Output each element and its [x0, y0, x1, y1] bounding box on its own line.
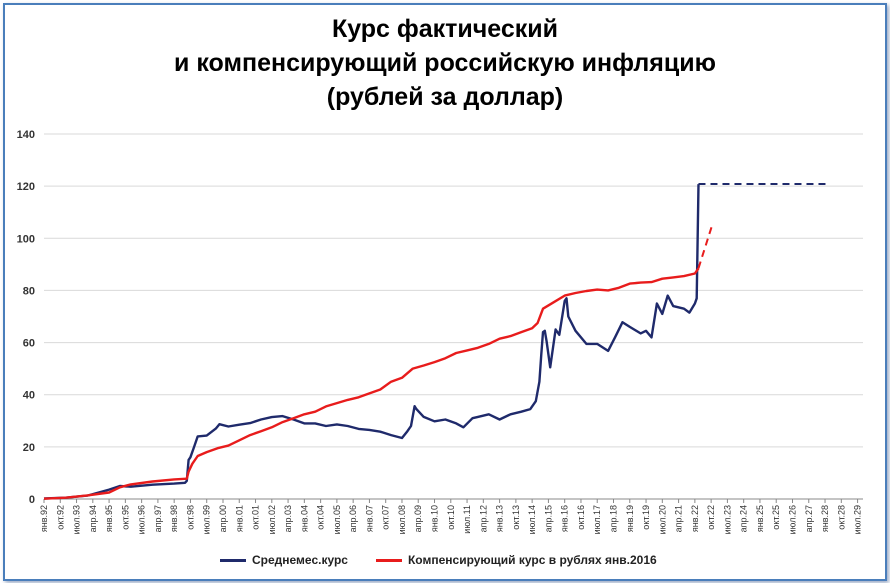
- x-tick-label: окт.98: [185, 505, 195, 530]
- x-tick-label: окт.92: [55, 505, 65, 530]
- x-tick-label: июл.29: [853, 505, 863, 534]
- x-tick-label: окт.16: [576, 505, 586, 530]
- legend-label-actual: Среднемес.курс: [252, 553, 348, 567]
- x-tick-label: апр.18: [609, 505, 619, 532]
- y-tick-label-100: 100: [17, 233, 35, 245]
- x-tick-label: янв.98: [169, 505, 179, 532]
- y-tick-label-0: 0: [29, 494, 35, 506]
- y-tick-label-20: 20: [23, 442, 35, 454]
- x-tick-label: янв.19: [625, 505, 635, 532]
- x-tick-label: янв.25: [755, 505, 765, 532]
- x-tick-label: окт.25: [771, 505, 781, 530]
- x-tick-label: янв.07: [364, 505, 374, 532]
- x-tick-label: июл.26: [787, 505, 797, 534]
- x-tick-label: янв.22: [690, 505, 700, 532]
- y-axis: 0 20 40 60 80 100 120 140: [17, 129, 35, 506]
- x-tick-label: окт.22: [706, 505, 716, 530]
- projection-line-compensating: [697, 222, 714, 269]
- x-tick-label: янв.92: [39, 505, 49, 532]
- x-tick-label: апр.24: [739, 505, 749, 532]
- gridlines: [44, 133, 863, 448]
- legend-swatch-compensating: [375, 558, 402, 562]
- x-tick-label: июл.93: [72, 505, 82, 534]
- x-tick-label: апр.06: [348, 505, 358, 532]
- x-tick-label: апр.12: [478, 505, 488, 532]
- legend-item-actual: Среднемес.курс: [220, 553, 348, 567]
- series-line-compensating: [43, 267, 700, 500]
- chart-title-line-1: Курс фактический: [331, 15, 559, 43]
- y-tick-label-120: 120: [17, 181, 35, 193]
- legend-swatch-actual: [220, 558, 246, 562]
- x-tick-label: апр.21: [674, 505, 684, 532]
- y-tick-label-40: 40: [23, 390, 35, 402]
- x-tick-label: апр.97: [153, 505, 163, 532]
- x-tick-label: янв.04: [299, 505, 309, 532]
- x-tick-label: окт.01: [251, 505, 261, 530]
- x-tick-label: июл.11: [462, 505, 472, 534]
- x-tick-label: янв.13: [495, 505, 505, 532]
- x-tick-label: апр.03: [283, 505, 293, 532]
- y-tick-label-140: 140: [17, 129, 35, 141]
- x-tick-label: янв.95: [104, 505, 114, 532]
- x-tick-label: окт.07: [381, 505, 391, 530]
- series-lines: [43, 183, 829, 500]
- x-tick-label: апр.27: [804, 505, 814, 532]
- x-tick-label: окт.95: [120, 505, 130, 530]
- legend-item-compensating: Компенсирующий курс в рублях янв.2016: [375, 553, 657, 567]
- x-axis: янв.92 окт.92 июл.93 апр.94 янв.95 окт.95 июл.…: [39, 498, 863, 534]
- x-tick-label: апр.00: [218, 505, 228, 532]
- x-tick-label: окт.13: [511, 505, 521, 530]
- x-tick-label: июл.02: [267, 505, 277, 534]
- legend-label-compensating: Компенсирующий курс в рублях янв.2016: [407, 553, 657, 567]
- x-tick-label: окт.10: [446, 505, 456, 530]
- x-tick-label: окт.19: [641, 505, 651, 530]
- x-tick-label: июл.23: [722, 505, 732, 534]
- chart-title: Курс фактический и компенсирующий россий…: [0, 12, 890, 114]
- x-tick-label: апр.09: [413, 505, 423, 532]
- y-tick-label-60: 60: [23, 338, 35, 350]
- chart-title-line-3: (рублей за доллар): [326, 83, 564, 111]
- x-tick-label: янв.28: [820, 505, 830, 532]
- x-tick-label: июл.14: [527, 505, 537, 534]
- x-tick-label: июл.05: [332, 505, 342, 534]
- x-tick-label: июл.96: [137, 505, 147, 534]
- x-tick-label: июл.08: [397, 505, 407, 534]
- chart-title-line-2: и компенсирующий российскую инфляцию: [174, 49, 716, 77]
- x-tick-label: июл.20: [657, 505, 667, 534]
- series-line-actual: [43, 184, 700, 500]
- x-tick-label: апр.94: [88, 505, 98, 532]
- x-tick-label: янв.16: [560, 505, 570, 532]
- x-tick-label: окт.04: [316, 505, 326, 530]
- x-tick-label: янв.01: [234, 505, 244, 532]
- legend: Среднемес.курс Компенсирующий курс в руб…: [220, 551, 685, 569]
- x-tick-label: июл.99: [202, 505, 212, 534]
- y-tick-label-80: 80: [23, 285, 35, 297]
- x-tick-label: июл.17: [592, 505, 602, 534]
- x-tick-label: янв.10: [430, 505, 440, 532]
- x-tick-label: апр.15: [543, 505, 553, 532]
- x-tick-label: окт.28: [836, 505, 846, 530]
